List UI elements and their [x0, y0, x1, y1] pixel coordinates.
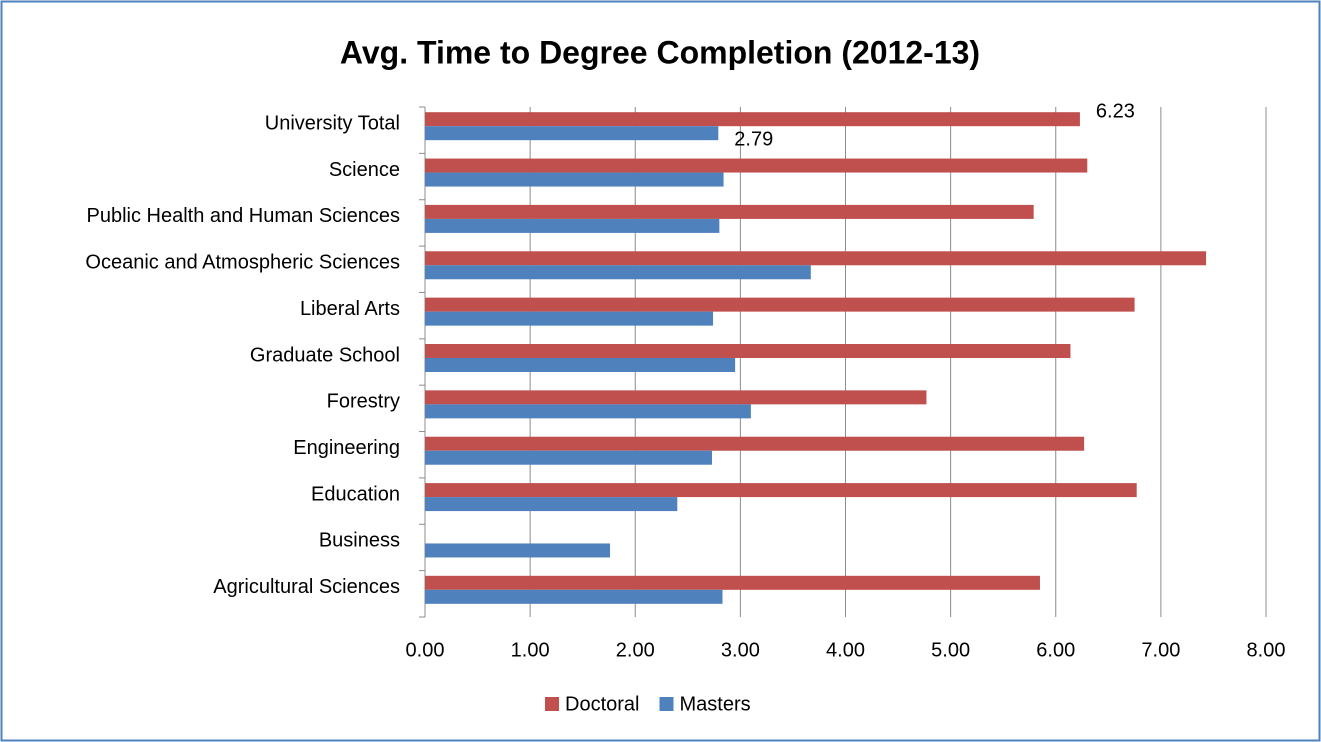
y-tick-label: Forestry — [327, 391, 400, 413]
bar — [425, 218, 720, 233]
bar — [425, 344, 1071, 358]
x-tick-label: 7.00 — [1141, 639, 1180, 661]
bar — [425, 158, 1088, 173]
bar — [425, 297, 1135, 312]
legend-label: Doctoral — [565, 693, 639, 715]
bar — [425, 404, 751, 419]
x-tick-label: 1.00 — [511, 639, 550, 661]
bar — [425, 358, 736, 372]
y-tick-label: Education — [311, 483, 400, 505]
bar — [425, 589, 723, 604]
bar — [425, 265, 811, 280]
legend-swatch — [659, 697, 674, 711]
data-label: 2.79 — [734, 128, 773, 150]
y-tick-label: Graduate School — [250, 344, 400, 366]
x-tick-label: 2.00 — [616, 639, 655, 661]
y-tick-label: Oceanic and Atmospheric Sciences — [85, 252, 400, 274]
y-tick-label: Engineering — [293, 437, 400, 459]
data-label: 6.23 — [1096, 100, 1135, 122]
bar — [425, 390, 927, 405]
bar — [425, 436, 1085, 451]
bar — [425, 126, 719, 141]
bar — [425, 251, 1207, 266]
y-tick-label: Liberal Arts — [300, 298, 400, 320]
x-tick-label: 0.00 — [406, 639, 445, 661]
bar — [425, 483, 1137, 498]
bar — [425, 172, 724, 187]
y-tick-label: Science — [329, 159, 400, 181]
bar — [425, 575, 1040, 590]
y-tick-label: Public Health and Human Sciences — [86, 205, 400, 227]
y-tick-label: Business — [319, 530, 400, 552]
x-tick-label: 4.00 — [826, 639, 865, 661]
bar — [425, 543, 611, 558]
legend-label: Masters — [679, 693, 750, 715]
bar — [425, 450, 712, 465]
x-tick-label: 3.00 — [721, 639, 760, 661]
legend-swatch — [545, 697, 559, 711]
x-tick-label: 8.00 — [1247, 639, 1286, 661]
bar — [425, 497, 678, 512]
x-tick-label: 5.00 — [931, 639, 970, 661]
bar — [425, 204, 1034, 219]
y-tick-label: University Total — [265, 112, 400, 134]
bar — [425, 311, 714, 326]
y-tick-label: Agricultural Sciences — [213, 576, 400, 598]
chart-title: Avg. Time to Degree Completion (2012-13) — [340, 34, 980, 70]
x-tick-label: 6.00 — [1036, 639, 1075, 661]
bar — [425, 112, 1080, 127]
